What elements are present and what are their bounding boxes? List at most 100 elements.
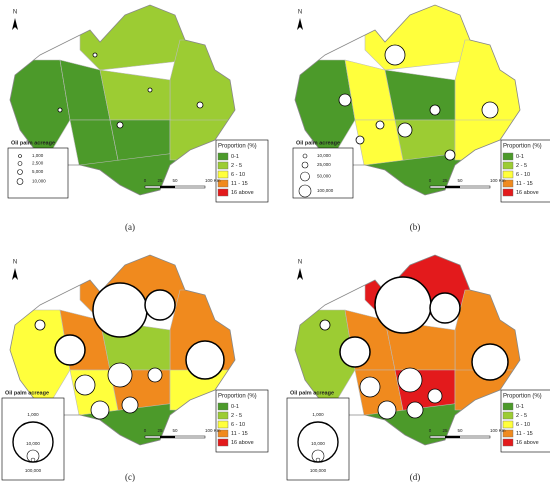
acreage-legend-label: 100,000 (310, 468, 327, 473)
acreage-bubble (121, 396, 139, 414)
acreage-bubble (185, 340, 225, 380)
legend-label: 11 - 15 (231, 181, 248, 187)
acreage-bubble (397, 367, 423, 393)
legend-label: 0-1 (516, 154, 524, 160)
scale-label: 0 (429, 178, 432, 183)
legend-swatch (217, 402, 229, 411)
acreage-bubble (471, 343, 509, 381)
legend-label: 16 above (231, 440, 254, 446)
acreage-legend-label: 10,000 (32, 179, 46, 184)
proportion-legend-title: Proportion (%) (218, 394, 257, 400)
scale-label: 25 (442, 428, 448, 433)
legend-label: 2 - 5 (231, 413, 242, 419)
acreage-bubble (319, 319, 331, 331)
scale-bar-segment (160, 186, 175, 188)
acreage-bubble (57, 107, 63, 113)
north-label: N (13, 10, 17, 16)
legend-label: 6 - 10 (231, 172, 245, 178)
scale-label: 25 (157, 428, 163, 433)
district (99, 69, 171, 121)
acreage-bubble (339, 336, 371, 368)
legend-swatch (502, 402, 514, 411)
scale-label: 50 (172, 428, 178, 433)
scale-label: 25 (442, 178, 448, 183)
scale-label: 50 (172, 178, 178, 183)
map-panel: N Oil palm acreage 1,000 10,000 100,000 Propo… (286, 254, 550, 482)
acreage-legend-label: 1,000 (32, 153, 44, 158)
acreage-bubble (355, 135, 365, 145)
acreage-bubble (384, 44, 406, 66)
legend-swatch (502, 438, 514, 447)
north-label: N (13, 260, 17, 266)
scale-label: 0 (429, 428, 432, 433)
legend-label: 0-1 (231, 404, 239, 410)
legend-label: 6 - 10 (516, 172, 530, 178)
acreage-bubble (481, 101, 499, 119)
legend-bubble (18, 154, 22, 158)
scale-label: 25 (157, 178, 163, 183)
acreage-bubble (92, 52, 98, 58)
acreage-bubble (54, 334, 86, 366)
acreage-bubble (147, 367, 163, 383)
legend-swatch (217, 188, 229, 197)
acreage-bubble (429, 104, 441, 116)
legend-label: 16 above (516, 440, 539, 446)
legend-swatch (217, 429, 229, 438)
acreage-bubble (377, 400, 397, 420)
legend-bubble (17, 161, 23, 166)
legend-bubble (16, 178, 24, 185)
acreage-legend-title: Oil palm acreage (5, 390, 49, 396)
scale-label: 50 (457, 428, 463, 433)
legend-bubble (300, 171, 310, 182)
legend-label: 2 - 5 (231, 163, 242, 169)
legend-label: 16 above (231, 190, 254, 196)
acreage-bubble (397, 122, 413, 138)
legend-swatch (217, 170, 229, 179)
proportion-legend-title: Proportion (%) (503, 144, 542, 150)
acreage-bubble (374, 276, 432, 334)
legend-swatch (217, 161, 229, 170)
acreage-bubble (406, 401, 424, 419)
legend-bubble (17, 169, 23, 175)
north-arrow (12, 18, 18, 30)
legend-swatch (502, 179, 514, 188)
acreage-legend-label: 10,000 (311, 441, 325, 446)
acreage-legend-label: 10,000 (26, 441, 40, 446)
legend-swatch (217, 411, 229, 420)
acreage-bubble (338, 93, 352, 107)
panel-caption: (b) (410, 222, 421, 232)
acreage-legend-box (7, 147, 69, 199)
panel-caption: (a) (125, 222, 135, 232)
district (364, 5, 476, 71)
north-label: N (298, 10, 302, 16)
legend-swatch (502, 411, 514, 420)
legend-bubble (302, 153, 308, 159)
legend-swatch (217, 420, 229, 429)
legend-swatch (217, 179, 229, 188)
acreage-bubble (74, 374, 96, 396)
acreage-legend-title: Oil palm acreage (11, 140, 55, 146)
acreage-bubble (147, 87, 153, 93)
scale-label: 50 (457, 178, 463, 183)
legend-label: 2 - 5 (516, 413, 527, 419)
legend-label: 6 - 10 (231, 422, 245, 428)
district (79, 5, 191, 71)
proportion-legend-title: Proportion (%) (218, 144, 257, 150)
legend-swatch (502, 420, 514, 429)
acreage-legend-title: Oil palm acreage (296, 140, 340, 146)
acreage-bubble (196, 101, 204, 109)
scale-label: 0 (144, 428, 147, 433)
panel-caption: (c) (125, 472, 135, 482)
scale-label: 100 Km (205, 428, 221, 433)
acreage-legend-box (286, 397, 350, 481)
scale-bar-segment (445, 436, 460, 438)
acreage-bubble (444, 149, 456, 161)
map-panel: N Oil palm acreage 1,000 2,500 5,000 10,000 Pr… (7, 4, 269, 232)
acreage-legend-label: 2,500 (32, 161, 44, 166)
acreage-legend-title: Oil palm acreage (290, 390, 334, 396)
acreage-bubble (427, 388, 443, 404)
legend-swatch (502, 152, 514, 161)
legend-label: 0-1 (231, 154, 239, 160)
scale-bar-segment (160, 436, 175, 438)
